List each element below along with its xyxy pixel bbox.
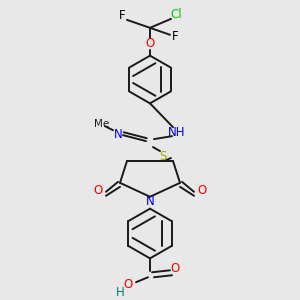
Text: O: O <box>93 184 103 197</box>
Text: Cl: Cl <box>170 8 182 21</box>
Text: N: N <box>146 195 154 208</box>
Text: N: N <box>114 128 122 141</box>
Text: O: O <box>123 278 133 291</box>
Text: O: O <box>170 262 180 275</box>
Text: Me: Me <box>94 119 110 129</box>
Text: F: F <box>119 9 125 22</box>
Text: F: F <box>172 30 178 43</box>
Text: S: S <box>159 149 167 163</box>
Text: H: H <box>116 286 124 299</box>
Text: O: O <box>146 37 154 50</box>
Text: O: O <box>197 184 207 197</box>
Text: NH: NH <box>168 126 186 139</box>
